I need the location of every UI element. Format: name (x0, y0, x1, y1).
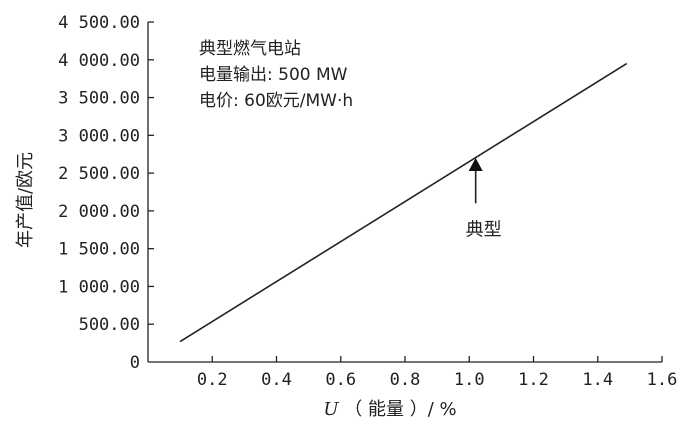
y-tick-label: 0 (130, 353, 140, 373)
y-tick-label: 500.00 (79, 315, 140, 335)
arrow-head (468, 158, 483, 171)
y-tick-label: 1 000.00 (58, 277, 140, 297)
series-line (179, 62, 628, 343)
annotation-line: 电量输出: 500 MW (199, 65, 348, 85)
y-tick-label: 4 000.00 (58, 51, 140, 71)
arrow-label: 典型 (466, 219, 502, 240)
y-tick-label: 1 500.00 (58, 240, 140, 260)
annotation-line: 电价: 60欧元/MW·h (199, 91, 353, 111)
y-tick-label: 3 500.00 (58, 89, 140, 109)
x-axis-variable: U (323, 399, 339, 420)
typical-arrow: 典型 (466, 158, 502, 240)
x-axis-quantity: 能量 (368, 399, 404, 420)
ticks: 0 500.00 1 000.00 1 500.00 2 000.00 2 500.00 3… (58, 13, 677, 390)
x-axis-label: U （ 能量 ）/ % (323, 399, 456, 420)
x-tick-label: 0.4 (261, 370, 292, 390)
y-tick-label: 3 000.00 (58, 126, 140, 146)
x-tick-label: 0.2 (197, 370, 228, 390)
y-tick-label: 2 000.00 (58, 202, 140, 222)
y-tick-label: 4 500.00 (58, 13, 140, 33)
x-axis-unit: % (440, 399, 457, 420)
series (179, 62, 628, 343)
x-tick-label: 1.0 (454, 370, 485, 390)
x-tick-label: 0.6 (325, 370, 356, 390)
x-tick-label: 1.6 (647, 370, 678, 390)
x-tick-label: 1.2 (518, 370, 549, 390)
x-tick-label: 0.8 (390, 370, 421, 390)
x-axis-paren-open: （ (344, 399, 362, 420)
y-tick-label: 2 500.00 (58, 164, 140, 184)
x-tick-label: 1.4 (582, 370, 613, 390)
annotation-line: 典型燃气电站 (199, 39, 301, 59)
y-axis-label: 年产值/欧元 (15, 152, 36, 248)
x-axis-paren-close: ）/ (410, 399, 435, 420)
